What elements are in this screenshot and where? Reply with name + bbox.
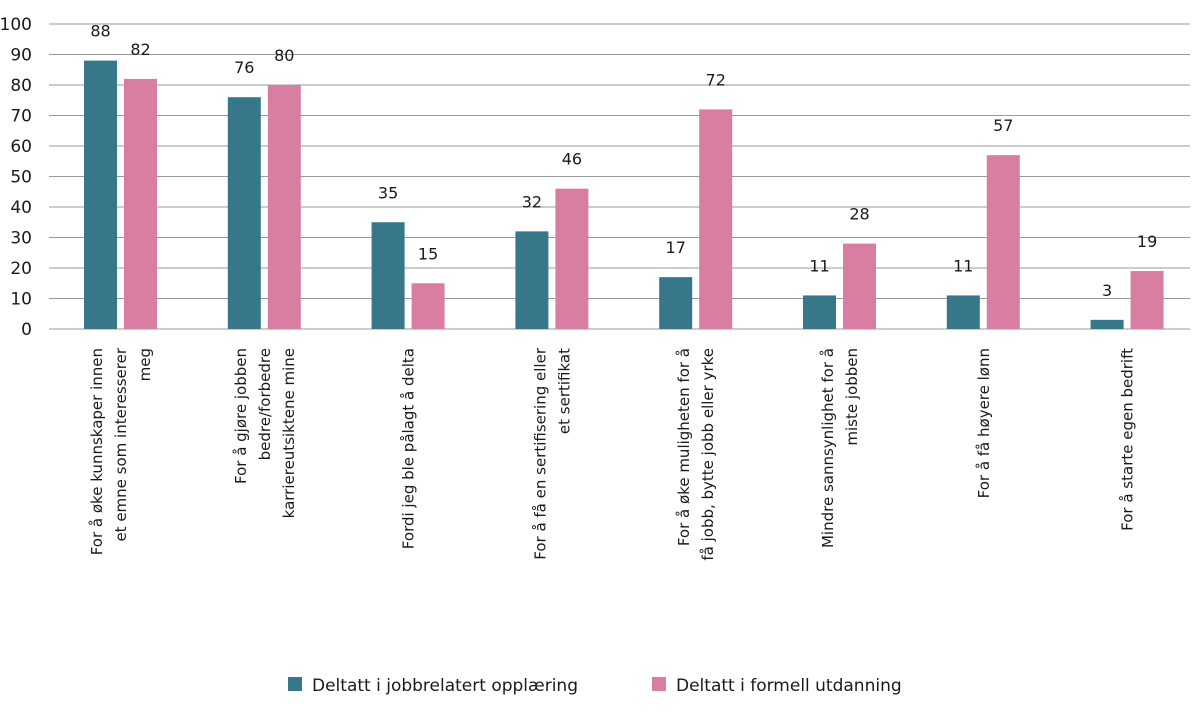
data-label: 76 xyxy=(234,58,254,77)
category-label: bedre/forbedre xyxy=(256,348,274,460)
y-tick-label: 60 xyxy=(10,137,32,157)
category-label: et sertifikat xyxy=(555,348,573,434)
bar-formell xyxy=(843,243,876,329)
data-label: 32 xyxy=(522,192,542,211)
data-label: 46 xyxy=(562,150,582,169)
y-tick-label: 20 xyxy=(10,259,32,279)
data-label: 15 xyxy=(418,244,438,263)
data-label: 88 xyxy=(90,22,110,41)
bar-jobbrelatert xyxy=(227,97,261,329)
bar-jobbrelatert xyxy=(803,295,836,329)
data-label: 17 xyxy=(666,238,686,257)
bar-formell xyxy=(411,283,445,329)
y-tick-label: 80 xyxy=(10,76,32,96)
legend-swatch xyxy=(652,677,666,691)
category-label: For å gjøre jobben xyxy=(232,348,250,484)
category-label: For å øke kunnskaper innen xyxy=(88,348,106,555)
category-label: få jobb, bytte jobb eller yrke xyxy=(699,348,717,561)
bar-jobbrelatert xyxy=(371,222,405,329)
category-label: Fordi jeg ble pålagt å delta xyxy=(400,348,418,549)
bar-jobbrelatert xyxy=(659,277,693,329)
category-label: For å starte egen bedrift xyxy=(1119,348,1137,531)
data-label: 72 xyxy=(706,70,726,89)
category-label: meg xyxy=(136,348,154,381)
category-label: et emne som interesserer xyxy=(112,347,130,541)
bar-jobbrelatert xyxy=(515,231,549,329)
y-tick-label: 100 xyxy=(0,15,32,35)
category-label: Mindre sannsynlighet for å xyxy=(819,348,837,548)
data-label: 3 xyxy=(1102,281,1112,300)
data-label: 80 xyxy=(274,46,294,65)
legend-swatch xyxy=(288,677,302,691)
bar-formell xyxy=(555,188,589,329)
bar-formell xyxy=(124,78,157,330)
bar-formell xyxy=(267,85,301,329)
y-tick-label: 70 xyxy=(10,107,32,127)
bar-jobbrelatert xyxy=(1090,319,1124,329)
y-tick-label: 0 xyxy=(21,320,32,340)
bar-jobbrelatert xyxy=(84,60,117,329)
y-tick-label: 90 xyxy=(10,46,32,66)
data-label: 35 xyxy=(378,183,398,202)
y-tick-label: 10 xyxy=(10,290,32,310)
y-tick-label: 40 xyxy=(10,198,32,218)
bar-formell xyxy=(986,155,1020,329)
bar-jobbrelatert xyxy=(946,295,980,329)
y-tick-label: 50 xyxy=(10,168,32,188)
data-label: 11 xyxy=(809,256,829,275)
data-label: 57 xyxy=(993,116,1013,135)
bar-formell xyxy=(1130,271,1164,329)
y-tick-label: 30 xyxy=(10,229,32,249)
data-label: 11 xyxy=(953,256,973,275)
category-label: For å øke muligheten for å xyxy=(675,348,693,546)
data-label: 28 xyxy=(849,205,869,224)
category-label: karriereutsiktene mine xyxy=(280,348,298,518)
data-label: 19 xyxy=(1137,232,1157,251)
bar-formell xyxy=(699,109,733,330)
legend-label: Deltatt i formell utdanning xyxy=(676,676,902,696)
category-label: miste jobben xyxy=(843,348,861,446)
legend-label: Deltatt i jobbrelatert opplæring xyxy=(312,676,578,696)
category-label: For å få en sertifisering eller xyxy=(531,347,549,560)
data-label: 82 xyxy=(130,40,150,59)
category-label: For å få høyere lønn xyxy=(975,348,993,498)
